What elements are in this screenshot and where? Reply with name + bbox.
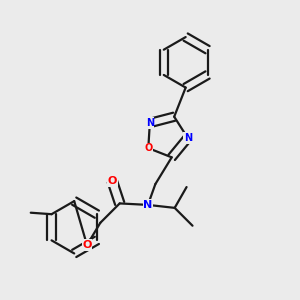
- Text: N: N: [143, 200, 153, 210]
- Text: O: O: [108, 176, 117, 186]
- Text: O: O: [144, 143, 152, 153]
- Text: O: O: [82, 240, 92, 250]
- Text: N: N: [184, 133, 192, 143]
- Text: N: N: [146, 118, 154, 128]
